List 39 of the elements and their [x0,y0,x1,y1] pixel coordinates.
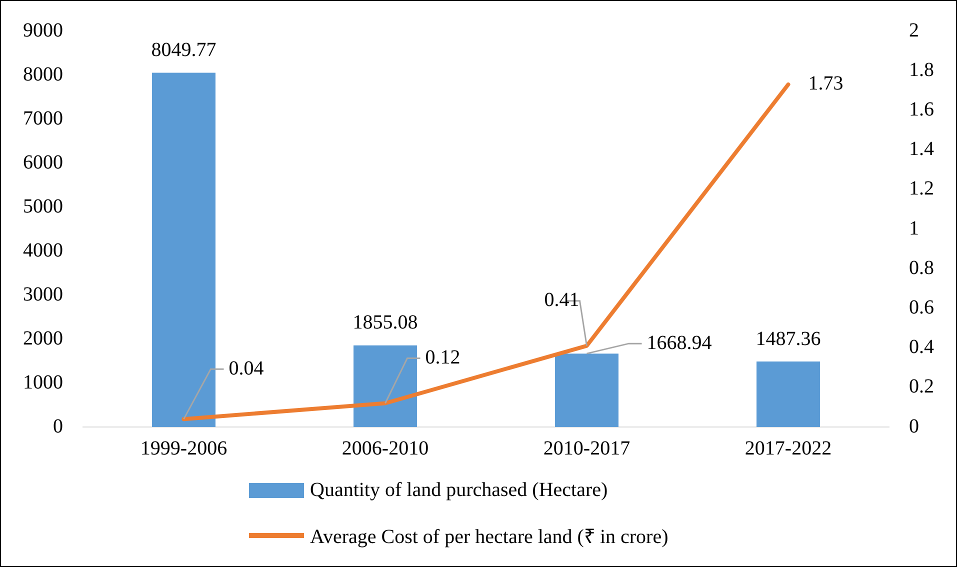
y2-tick-label: 1.2 [909,178,934,200]
y2-tick-label: 0.4 [909,336,934,358]
y-tick-label: 0 [53,415,63,438]
y2-tick-label: 0 [909,415,919,438]
data-label: 1487.36 [756,328,821,350]
y-tick-label: 4000 [23,239,63,262]
legend-label: Quantity of land purchased (Hectare) [310,479,608,502]
x-tick-label: 2017-2022 [744,437,832,460]
x-tick-label: 1999-2006 [140,437,228,460]
y2-tick-label: 1 [909,217,919,240]
y-tick-label: 2000 [23,327,63,350]
data-label: 0.12 [425,346,460,368]
bar [354,345,417,427]
y2-tick-label: 0.8 [909,256,934,279]
data-label: 1855.08 [352,312,418,334]
legend-label: Average Cost of per hectare land (₹ in crore) [310,525,668,549]
bar [152,72,216,427]
data-label: 1668.94 [646,332,712,354]
y-tick-label: 7000 [23,107,63,130]
x-tick-label: 2006-2010 [342,437,429,460]
bar [555,354,618,427]
y2-tick-label: 1.8 [909,58,934,81]
y2-tick-label: 0.6 [909,296,934,318]
bar [756,362,820,427]
data-label: 8049.77 [151,39,216,62]
y-tick-label: 1000 [23,371,63,394]
y-tick-label: 9000 [23,19,63,42]
data-label: 1.73 [808,72,844,95]
y-tick-label: 5000 [23,195,63,218]
y2-tick-label: 1.4 [909,138,934,160]
y-tick-label: 3000 [23,283,63,306]
y-tick-label: 8000 [23,63,63,86]
x-tick-label: 2010-2017 [543,437,630,460]
y2-tick-label: 2 [909,19,919,42]
y-tick-label: 6000 [23,151,63,174]
y2-tick-label: 0.2 [909,376,934,398]
data-label: 0.04 [228,357,264,380]
y2-tick-label: 1.6 [909,98,934,120]
data-label: 0.41 [544,289,580,312]
